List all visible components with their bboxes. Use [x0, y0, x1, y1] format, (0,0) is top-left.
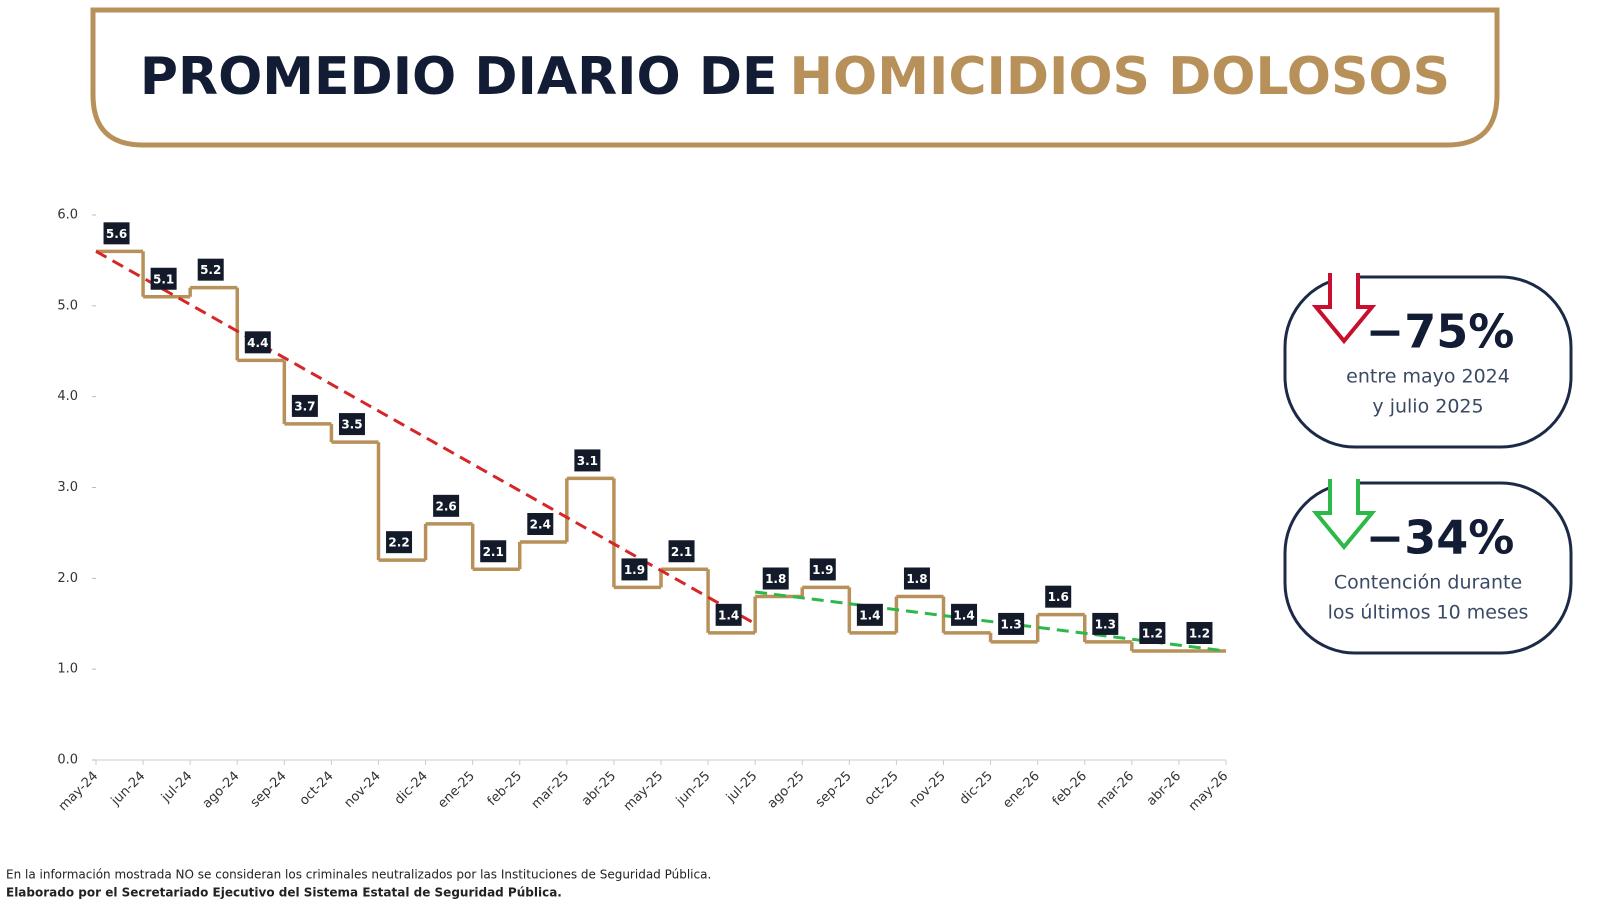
- y-tick-label: 3.0: [57, 480, 78, 495]
- callout-text: Contención durante: [1334, 572, 1522, 594]
- value-label: 2.1: [671, 545, 692, 559]
- value-label: 3.5: [341, 418, 362, 432]
- value-label: 5.1: [153, 272, 174, 286]
- value-label: 1.4: [953, 608, 974, 622]
- value-label: 1.2: [1189, 627, 1210, 641]
- callout-value: −75%: [1366, 305, 1515, 359]
- value-label: 2.4: [530, 518, 551, 532]
- x-tick-label: ago-25: [765, 769, 808, 812]
- footnote: En la información mostrada NO se conside…: [6, 868, 711, 882]
- callout-value: −34%: [1366, 511, 1515, 565]
- x-tick-label: mar-26: [1094, 769, 1137, 812]
- x-tick-label: sep-25: [813, 769, 855, 811]
- title-frame: [90, 7, 1500, 148]
- value-label: 3.7: [294, 399, 315, 413]
- value-label: 1.4: [859, 608, 880, 622]
- value-label: 1.9: [812, 563, 833, 577]
- x-tick-label: jun-24: [108, 769, 149, 810]
- value-label: 2.6: [435, 499, 456, 513]
- trend-line: [95, 250, 756, 626]
- value-label-box: [809, 558, 836, 581]
- value-label-box: [1092, 612, 1119, 635]
- y-tick-label: 2.0: [57, 571, 78, 586]
- callout-box: [1283, 275, 1573, 449]
- value-label: 2.2: [388, 536, 409, 550]
- value-label-box: [856, 603, 883, 626]
- x-tick-label: may-24: [56, 769, 101, 814]
- value-label: 5.2: [200, 263, 221, 277]
- x-tick-label: may-26: [1186, 769, 1231, 814]
- x-tick-label: may-25: [621, 769, 666, 814]
- value-label: 1.8: [906, 572, 927, 586]
- x-tick-label: sep-24: [248, 769, 290, 811]
- x-tick-label: ene-26: [1000, 769, 1043, 812]
- value-label-box: [433, 494, 460, 517]
- chart-title: PROMEDIO DIARIO DE HOMICIDIOS DOLOSOS: [140, 47, 1450, 107]
- value-label-box: [244, 331, 271, 354]
- value-label: 1.6: [1048, 590, 1069, 604]
- value-label: 2.1: [483, 545, 504, 559]
- value-label-box: [1139, 622, 1166, 644]
- arrow: [1311, 479, 1377, 551]
- value-label-box: [338, 413, 365, 436]
- x-tick-label: abr-26: [1144, 769, 1184, 809]
- value-label-box: [715, 603, 742, 626]
- y-tick-label: 4.0: [57, 389, 78, 404]
- y-tick-label: 0.0: [57, 753, 78, 768]
- y-tick-label: 5.0: [57, 298, 78, 313]
- x-tick-label: jun-25: [673, 769, 714, 810]
- value-label: 1.2: [1142, 627, 1163, 641]
- x-tick-label: oct-24: [297, 769, 337, 809]
- value-label-box: [1045, 585, 1072, 608]
- arrow: [1311, 273, 1377, 345]
- value-label: 1.9: [624, 563, 645, 577]
- title-part: HOMICIDIOS DOLOSOS: [790, 47, 1451, 107]
- value-label-box: [762, 567, 789, 590]
- x-tick-label: dic-24: [392, 769, 431, 808]
- x-tick-label: jul-25: [723, 769, 760, 806]
- value-label: 1.8: [765, 572, 786, 586]
- value-label-box: [903, 567, 930, 590]
- x-tick-label: mar-25: [529, 769, 572, 812]
- trend-line: [754, 590, 1227, 653]
- footnote: Elaborado por el Secretariado Ejecutivo …: [6, 886, 562, 900]
- value-label-box: [951, 603, 978, 626]
- y-tick-label: 1.0: [57, 662, 78, 677]
- value-label: 1.3: [1000, 617, 1021, 631]
- title-part: PROMEDIO DIARIO DE: [140, 47, 778, 107]
- callout-box: [1283, 481, 1573, 655]
- value-label-box: [574, 449, 601, 472]
- x-tick-label: nov-25: [907, 769, 949, 811]
- value-label: 1.4: [718, 608, 739, 622]
- callout-text: los últimos 10 meses: [1328, 602, 1529, 624]
- x-tick-label: oct-25: [862, 769, 902, 809]
- value-label-box: [386, 531, 413, 554]
- x-tick-label: dic-25: [957, 769, 996, 808]
- value-label-box: [197, 258, 224, 281]
- value-label-box: [998, 612, 1025, 635]
- value-label-box: [621, 558, 648, 581]
- x-tick-label: jul-24: [158, 769, 195, 806]
- x-tick-label: ago-24: [200, 769, 243, 812]
- value-label-box: [527, 513, 554, 535]
- callout-text: y julio 2025: [1372, 396, 1483, 418]
- value-label-box: [1186, 622, 1213, 644]
- value-label-box: [291, 394, 318, 417]
- x-tick-label: feb-25: [485, 769, 525, 809]
- value-label-box: [103, 222, 130, 245]
- value-label-box: [668, 540, 695, 563]
- value-label: 5.6: [106, 227, 127, 241]
- callout-text: entre mayo 2024: [1346, 366, 1510, 388]
- value-label-box: [150, 267, 177, 290]
- x-tick-label: feb-26: [1050, 769, 1090, 809]
- value-label: 1.3: [1095, 617, 1116, 631]
- x-tick-label: nov-24: [342, 769, 384, 811]
- value-label-box: [480, 540, 507, 563]
- x-tick-label: abr-25: [579, 769, 619, 809]
- y-tick-label: 6.0: [57, 208, 78, 223]
- value-label: 3.1: [577, 454, 598, 468]
- value-label: 4.4: [247, 336, 268, 350]
- x-tick-label: ene-25: [435, 769, 478, 812]
